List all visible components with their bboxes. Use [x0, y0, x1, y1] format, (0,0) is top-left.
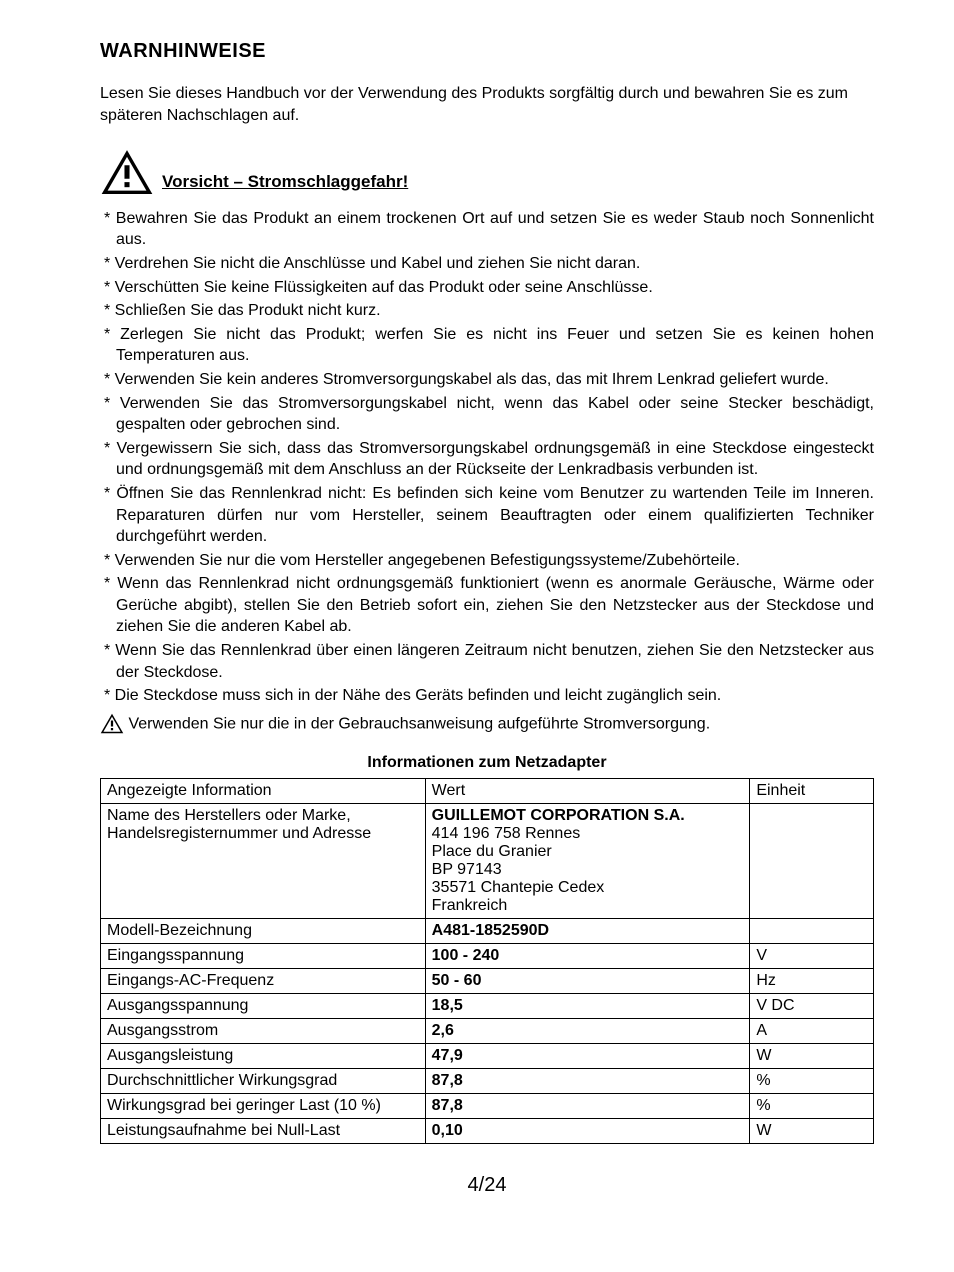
warning-list-item: Verwenden Sie das Stromversorgungskabel …: [100, 393, 874, 436]
cell-unit: Hz: [750, 968, 874, 993]
warning-list-item: Verdrehen Sie nicht die Anschlüsse und K…: [100, 253, 874, 275]
cell-unit: %: [750, 1068, 874, 1093]
table-row: Leistungsaufnahme bei Null-Last0,10W: [101, 1118, 874, 1143]
cell-info: Ausgangsstrom: [101, 1018, 426, 1043]
warning-list: Bewahren Sie das Produkt an einem trocke…: [100, 208, 874, 707]
cell-unit: V DC: [750, 993, 874, 1018]
cell-value: 2,6: [425, 1018, 750, 1043]
table-row: Eingangsspannung100 - 240V: [101, 943, 874, 968]
final-warning-text: Verwenden Sie nur die in der Gebrauchsan…: [124, 715, 710, 732]
cell-unit: [750, 918, 874, 943]
cell-unit: W: [750, 1043, 874, 1068]
warning-list-item: Wenn Sie das Rennlenkrad über einen läng…: [100, 640, 874, 683]
warning-list-item: Verschütten Sie keine Flüssigkeiten auf …: [100, 277, 874, 299]
warning-list-item: Bewahren Sie das Produkt an einem trocke…: [100, 208, 874, 251]
cell-value: 50 - 60: [425, 968, 750, 993]
intro-paragraph: Lesen Sie dieses Handbuch vor der Verwen…: [100, 83, 874, 128]
cell-value: A481-1852590D: [425, 918, 750, 943]
warning-list-item: Schließen Sie das Produkt nicht kurz.: [100, 300, 874, 322]
cell-value: GUILLEMOT CORPORATION S.A.414 196 758 Re…: [425, 803, 750, 918]
table-header-row: Angezeigte Information Wert Einheit: [101, 778, 874, 803]
col-header-unit: Einheit: [750, 778, 874, 803]
table-row: Modell-BezeichnungA481-1852590D: [101, 918, 874, 943]
final-warning: Verwenden Sie nur die in der Gebrauchsan…: [100, 713, 874, 736]
col-header-value: Wert: [425, 778, 750, 803]
table-row: Ausgangsleistung47,9W: [101, 1043, 874, 1068]
cell-value: 47,9: [425, 1043, 750, 1068]
caution-heading: Vorsicht – Stromschlaggefahr!: [100, 148, 874, 196]
warning-list-item: Verwenden Sie nur die vom Hersteller ang…: [100, 550, 874, 572]
adapter-table-title: Informationen zum Netzadapter: [100, 754, 874, 772]
warning-list-item: Wenn das Rennlenkrad nicht ordnungsgemäß…: [100, 573, 874, 638]
warning-list-item: Öffnen Sie das Rennlenkrad nicht: Es bef…: [100, 483, 874, 548]
warning-triangle-icon: [100, 148, 154, 196]
table-row: Ausgangsstrom2,6A: [101, 1018, 874, 1043]
warning-triangle-icon: [100, 713, 124, 735]
cell-info: Ausgangsleistung: [101, 1043, 426, 1068]
cell-value: 100 - 240: [425, 943, 750, 968]
page-number: 4/24: [100, 1174, 874, 1197]
warning-list-item: Verwenden Sie kein anderes Stromversorgu…: [100, 369, 874, 391]
warning-list-item: Vergewissern Sie sich, dass das Stromver…: [100, 438, 874, 481]
col-header-info: Angezeigte Information: [101, 778, 426, 803]
cell-info: Modell-Bezeichnung: [101, 918, 426, 943]
cell-value: 0,10: [425, 1118, 750, 1143]
cell-value: 87,8: [425, 1068, 750, 1093]
cell-info: Leistungsaufnahme bei Null-Last: [101, 1118, 426, 1143]
table-row: Wirkungsgrad bei geringer Last (10 %)87,…: [101, 1093, 874, 1118]
table-row: Durchschnittlicher Wirkungsgrad87,8%: [101, 1068, 874, 1093]
adapter-table: Angezeigte Information Wert Einheit Name…: [100, 778, 874, 1144]
table-row: Ausgangsspannung18,5V DC: [101, 993, 874, 1018]
cell-value: 18,5: [425, 993, 750, 1018]
warning-list-item: Die Steckdose muss sich in der Nähe des …: [100, 685, 874, 707]
cell-unit: %: [750, 1093, 874, 1118]
caution-label: Vorsicht – Stromschlaggefahr!: [162, 172, 408, 192]
cell-unit: A: [750, 1018, 874, 1043]
warning-list-item: Zerlegen Sie nicht das Produkt; werfen S…: [100, 324, 874, 367]
cell-info: Eingangs-AC-Frequenz: [101, 968, 426, 993]
table-row: Name des Herstellers oder Marke, Handels…: [101, 803, 874, 918]
cell-value: 87,8: [425, 1093, 750, 1118]
cell-unit: W: [750, 1118, 874, 1143]
cell-info: Name des Herstellers oder Marke, Handels…: [101, 803, 426, 918]
cell-info: Wirkungsgrad bei geringer Last (10 %): [101, 1093, 426, 1118]
cell-unit: V: [750, 943, 874, 968]
cell-info: Eingangsspannung: [101, 943, 426, 968]
cell-info: Durchschnittlicher Wirkungsgrad: [101, 1068, 426, 1093]
document-page: WARNHINWEISE Lesen Sie dieses Handbuch v…: [0, 0, 954, 1227]
cell-info: Ausgangsspannung: [101, 993, 426, 1018]
cell-unit: [750, 803, 874, 918]
page-title: WARNHINWEISE: [100, 40, 874, 63]
table-row: Eingangs-AC-Frequenz50 - 60Hz: [101, 968, 874, 993]
